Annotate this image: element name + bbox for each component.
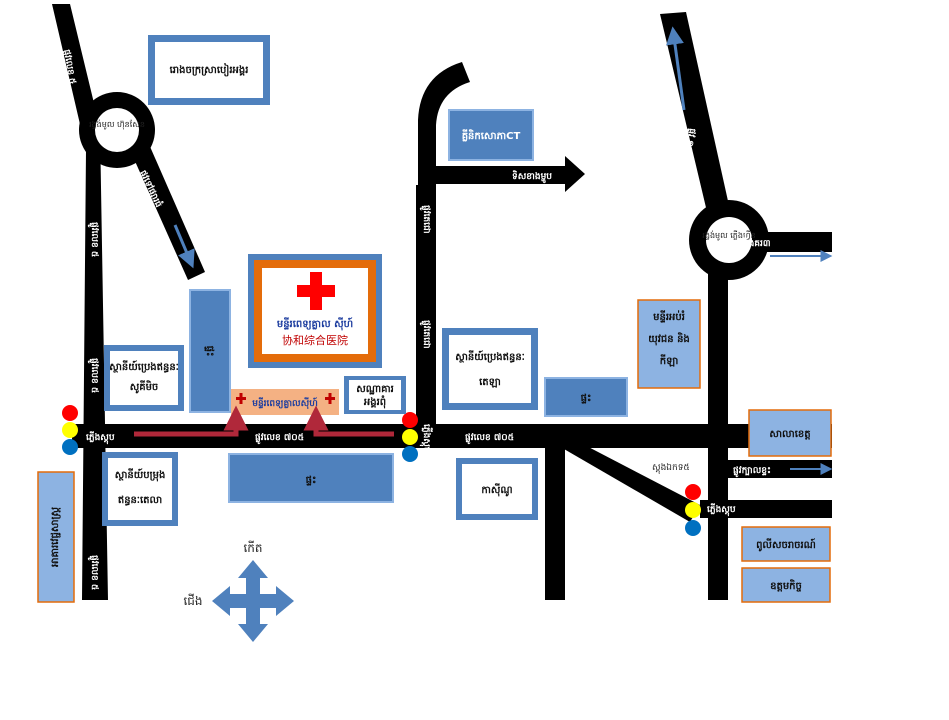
svg-text:ស្ថានីយ៍ប្រេងឥន្ធនៈ: ស្ថានីយ៍ប្រេងឥន្ធនៈ	[455, 350, 525, 363]
route-arrow-right	[303, 405, 394, 437]
road-right-branch-3	[700, 500, 832, 518]
svg-text:ស្ថានីយ៍បម្រុង: ស្ថានីយ៍បម្រុង	[115, 468, 166, 482]
road-right-branch-2	[728, 460, 832, 478]
red-cross-icon	[297, 272, 335, 310]
road-label-left-mid2: ផ្លូវលេខ ៥	[87, 358, 99, 393]
svg-text:ផ្ទះ: ផ្ទះ	[306, 475, 317, 486]
road-lower-vertical	[545, 440, 565, 600]
road-right-top	[660, 12, 730, 216]
road-label-main-right: ផ្លូវលេខ ៧០៥	[465, 433, 514, 445]
svg-text:ពូលីសចរាចរណ៍: ពូលីសចរាចរណ៍	[756, 538, 816, 552]
box-hotel: ឧត្តមកិច្ច	[741, 567, 831, 603]
road-label-left-mid: ផ្លូវលេខ ៥	[87, 222, 99, 257]
svg-text:មន្ទីរពេទ្យគ្លាលស៊ីហ៍: មន្ទីរពេទ្យគ្លាលស៊ីហ៍	[252, 397, 318, 410]
road-label-mid-vertical: ផ្លូវតេជោ	[419, 205, 431, 234]
box-kasikorn: កាស៊ីណូ	[456, 458, 538, 520]
traffic-light-mid	[402, 412, 418, 462]
road-right-diagonal	[545, 438, 700, 522]
cross-icon	[236, 393, 335, 404]
svg-text:យុវជន និង: យុវជន និង	[648, 332, 690, 346]
box-house-mid: ផ្ទះ	[544, 377, 628, 417]
roundabout-left: រង្វង់មូល ហ៊ុនសែន	[79, 92, 155, 168]
road-label-main-left: ផ្លូវលេខ ៧០៥	[255, 433, 304, 445]
box-school: មន្ទីរអប់រំ យុវជន និង កីឡា មន្ទីរអប់រំ យ…	[637, 299, 701, 389]
road-mid-arrow	[428, 156, 585, 192]
road-label-right-1: ភ្លើងគរ៣	[740, 237, 771, 249]
box-small-building: សណ្ឋាគារ សណ្ឋាគារ អង្គរពុំ អង្គរពុំ	[344, 376, 406, 414]
road-label-left-bottom: ផ្លូវលេខ ៥	[87, 555, 99, 590]
intersection-label-left: ភ្លើងស្តុប	[86, 431, 115, 445]
road-mid-curve	[418, 62, 470, 190]
compass-arrows-icon	[212, 560, 294, 642]
svg-text:កីឡា: កីឡា	[660, 354, 679, 367]
road-label-right-diag: ស្តុងឯកទ៥	[652, 463, 690, 474]
box-left-vertical: អាគារវេជ្ជសាស្ត្រ	[37, 471, 75, 603]
box-house-bottom: ផ្ទះ	[228, 453, 394, 503]
svg-text:ស្ថានីយ៍ប្រេងឥន្ធនៈ: ស្ថានីយ៍ប្រេងឥន្ធនៈ	[109, 360, 179, 373]
roundabout-right-label: រង្វង់មូល ភ្លើងហ្វីន	[702, 230, 755, 241]
svg-text:មន្ទីរអប់រំ: មន្ទីរអប់រំ	[653, 310, 685, 323]
svg-text:គ្លីនិកសោភាCT: គ្លីនិកសោភាCT	[462, 129, 521, 142]
traffic-light-right	[685, 484, 701, 536]
road-label-arrow-top: ទិសខាងម្ហូប	[512, 170, 552, 184]
compass: កើត ជើង	[183, 540, 294, 642]
box-wedding-hall: រោងចក្រស្រាបៀរអង្គរ	[148, 35, 270, 105]
svg-text:សូគីមិច: សូគីមិច	[130, 380, 159, 394]
traffic-light-left	[62, 405, 78, 455]
roundabout-right: រង្វង់មូល ភ្លើងហ្វីន	[689, 200, 769, 280]
road-mid-vertical	[416, 185, 436, 430]
svg-text:រោងចក្រស្រាបៀរអង្គរ: រោងចក្រស្រាបៀរអង្គរ	[170, 63, 249, 77]
svg-text:អង្គរពុំ: អង្គរពុំ	[363, 395, 386, 409]
hospital-name-zh: 协和综合医院	[282, 333, 348, 347]
box-mid-petrol: ស្ថានីយ៍ប្រេងឥន្ធនៈ ស្ថានីយ៍ប្រេងឥន្ធនៈត…	[442, 328, 538, 410]
intersection-label-mid: ភ្លើងស្តុប	[419, 424, 433, 453]
arrow-diag-top	[173, 224, 195, 269]
roundabout-left-label: រង្វង់មូល ហ៊ុនសែន	[89, 119, 145, 130]
box-police: ពូលីសចរាចរណ៍	[741, 526, 831, 562]
svg-text:ផ្ទះ: ផ្ទះ	[581, 393, 592, 404]
route-arrow-left	[134, 405, 249, 437]
svg-text:ឧត្តមកិច្ច: ឧត្តមកិច្ច	[770, 579, 802, 592]
box-left-petrol: ស្ថានីយ៍ប្រេងឥន្ធនៈ ស្ថានីយ៍ប្រេងឥន្ធនៈស…	[104, 345, 184, 411]
road-right-vertical	[708, 270, 728, 600]
intersection-label-right: ភ្លើងស្តុប	[707, 503, 736, 517]
hospital-name-km: មន្ទីរពេទ្យគ្លាល ស៊ីហ៍	[277, 317, 353, 331]
compass-north-label: កើត	[243, 540, 262, 555]
svg-text:សណ្ឋាគារ: សណ្ឋាគារ	[356, 384, 394, 395]
arrow-right-top	[666, 26, 686, 111]
svg-text:កាស៊ីណូ: កាស៊ីណូ	[481, 483, 512, 497]
box-ct-clinic: គ្លីនិកសោភាCT	[448, 109, 534, 161]
box-left-bottom-petrol: ស្ថានីយ៍បម្រុង ស្ថានីយ៍បម្រុងឥន្ធនៈតេលា …	[102, 452, 178, 526]
svg-text:អាគារវេជ្ជសាស្ត្រ: អាគារវេជ្ជសាស្ត្រ	[50, 506, 61, 568]
svg-text:សាលាខេត្ត: សាលាខេត្ត	[769, 429, 810, 440]
box-hospital-sign: មន្ទីរពេទ្យគ្លាលស៊ីហ៍	[231, 389, 339, 415]
box-park: សាលាខេត្ត	[748, 409, 832, 457]
compass-west-label: ជើង	[183, 593, 202, 608]
hospital-building: មន្ទីរពេទ្យគ្លាល ស៊ីហ៍ 协和综合医院	[248, 254, 382, 368]
road-label-mid-vertical-2: ផ្លូវតេជោ	[419, 320, 431, 349]
box-house-left: ផ្ទះ	[189, 289, 231, 413]
svg-text:ផ្ទះ: ផ្ទះ	[204, 346, 215, 357]
svg-text:ឥន្ធនៈតេលា: ឥន្ធនៈតេលា	[118, 495, 162, 506]
road-left-diagonal	[130, 142, 205, 280]
svg-text:តេឡា: តេឡា	[479, 377, 501, 388]
road-label-right-2: ផ្លូវក្បាលខ្ទះ	[733, 466, 771, 478]
